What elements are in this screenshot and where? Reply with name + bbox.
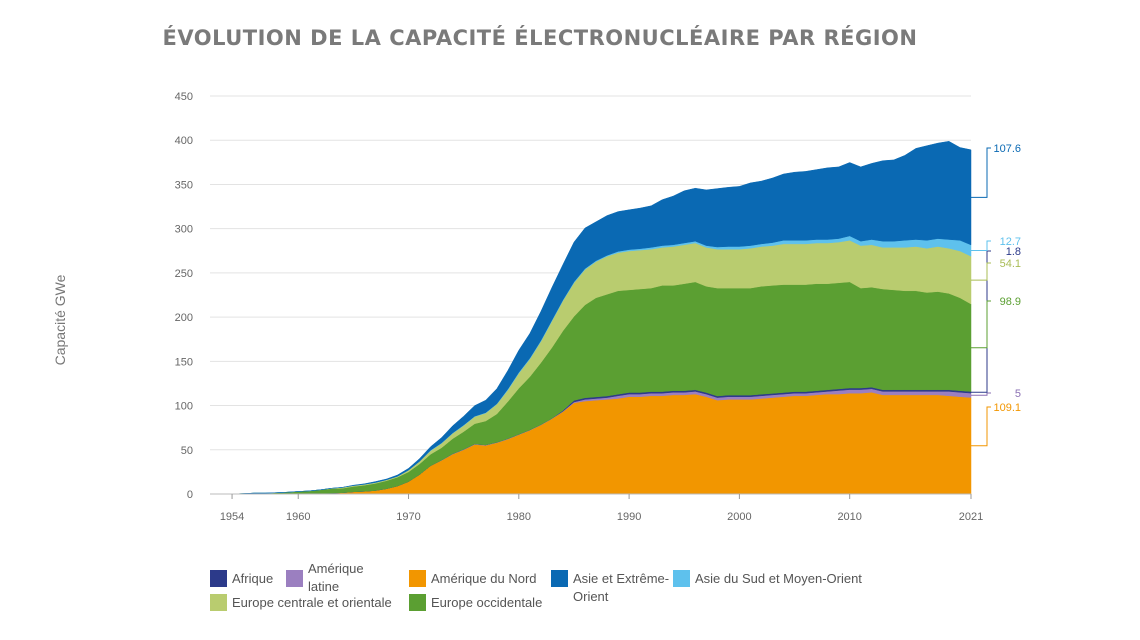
legend-item-asie-extreme-orient[interactable]: Asie et Extrême-Orient [551, 570, 673, 606]
y-tick-label: 250 [175, 268, 193, 280]
legend-label: Afrique [232, 571, 274, 586]
leader-line [971, 262, 991, 281]
legend-swatch [286, 570, 303, 587]
legend-swatch [673, 570, 690, 587]
leader-line [971, 250, 991, 393]
x-tick-label: 2010 [837, 511, 861, 523]
y-tick-label: 50 [181, 445, 193, 457]
end-label: 5 [1015, 388, 1021, 400]
end-labels: 109.1 5 1.8 98.9 54.1 12.7 107.6 [971, 143, 1021, 447]
end-label: 12.7 [1000, 236, 1021, 248]
y-tick-label: 300 [175, 224, 193, 236]
end-label: 98.9 [1000, 296, 1021, 308]
legend-swatch [409, 594, 426, 611]
y-tick-label: 150 [175, 356, 193, 368]
y-tick-label: 200 [175, 312, 193, 324]
legend-swatch [551, 570, 568, 587]
legend-label: Asie du Sud et Moyen-Orient [695, 571, 862, 586]
leader-line [971, 147, 991, 198]
y-tick-label: 100 [175, 401, 193, 413]
legend-swatch [210, 594, 227, 611]
legend-item-amerique-latine[interactable]: Amérique latine [286, 560, 386, 596]
x-tick-label: 1960 [286, 511, 310, 523]
legend-item-amerique-du-nord[interactable]: Amérique du Nord [409, 570, 537, 588]
legend-label: Amérique latine [308, 561, 364, 594]
chart-svg: 0 50 100 150 200 250 300 350 400 450 1954 1960 1970 1… [175, 91, 1021, 523]
legend: Afrique Amérique latine Amérique du Nord… [210, 560, 930, 620]
legend-item-afrique[interactable]: Afrique [210, 570, 273, 588]
end-label: 54.1 [1000, 258, 1021, 270]
leader-line [971, 240, 991, 252]
leader-line [971, 300, 991, 349]
leader-line [971, 392, 991, 396]
legend-label: Amérique du Nord [431, 571, 537, 586]
axes: 0 50 100 150 200 250 300 350 400 450 1954 1960 1970 1… [175, 91, 984, 523]
end-label: 1.8 [1006, 246, 1021, 258]
area-amerique-du-nord [232, 392, 972, 495]
legend-label: Europe centrale et orientale [232, 595, 392, 610]
legend-label: Europe occidentale [431, 595, 543, 610]
x-tick-label: 1980 [507, 511, 531, 523]
legend-item-europe-centrale-orientale[interactable]: Europe centrale et orientale [210, 594, 392, 612]
x-tick-label: 1954 [220, 511, 244, 523]
x-tick-label: 1970 [396, 511, 420, 523]
legend-swatch [409, 570, 426, 587]
legend-swatch [210, 570, 227, 587]
x-tick-label: 1990 [617, 511, 641, 523]
end-label: 109.1 [993, 402, 1021, 414]
y-tick-label: 350 [175, 179, 193, 191]
y-tick-label: 0 [187, 489, 193, 501]
y-tick-label: 400 [175, 135, 193, 147]
end-label: 107.6 [993, 143, 1021, 155]
legend-item-asie-sud-moyen-orient[interactable]: Asie du Sud et Moyen-Orient [673, 570, 862, 588]
leader-line [971, 406, 991, 447]
x-tick-label: 2021 [959, 511, 983, 523]
chart-title: ÉVOLUTION DE LA CAPACITÉ ÉLECTRONUCLÉAIR… [162, 26, 918, 50]
y-tick-label: 450 [175, 91, 193, 103]
x-tick-label: 2000 [727, 511, 751, 523]
area-series [232, 141, 972, 495]
legend-label: Asie et Extrême-Orient [573, 571, 670, 604]
legend-item-europe-occidentale[interactable]: Europe occidentale [409, 594, 542, 612]
